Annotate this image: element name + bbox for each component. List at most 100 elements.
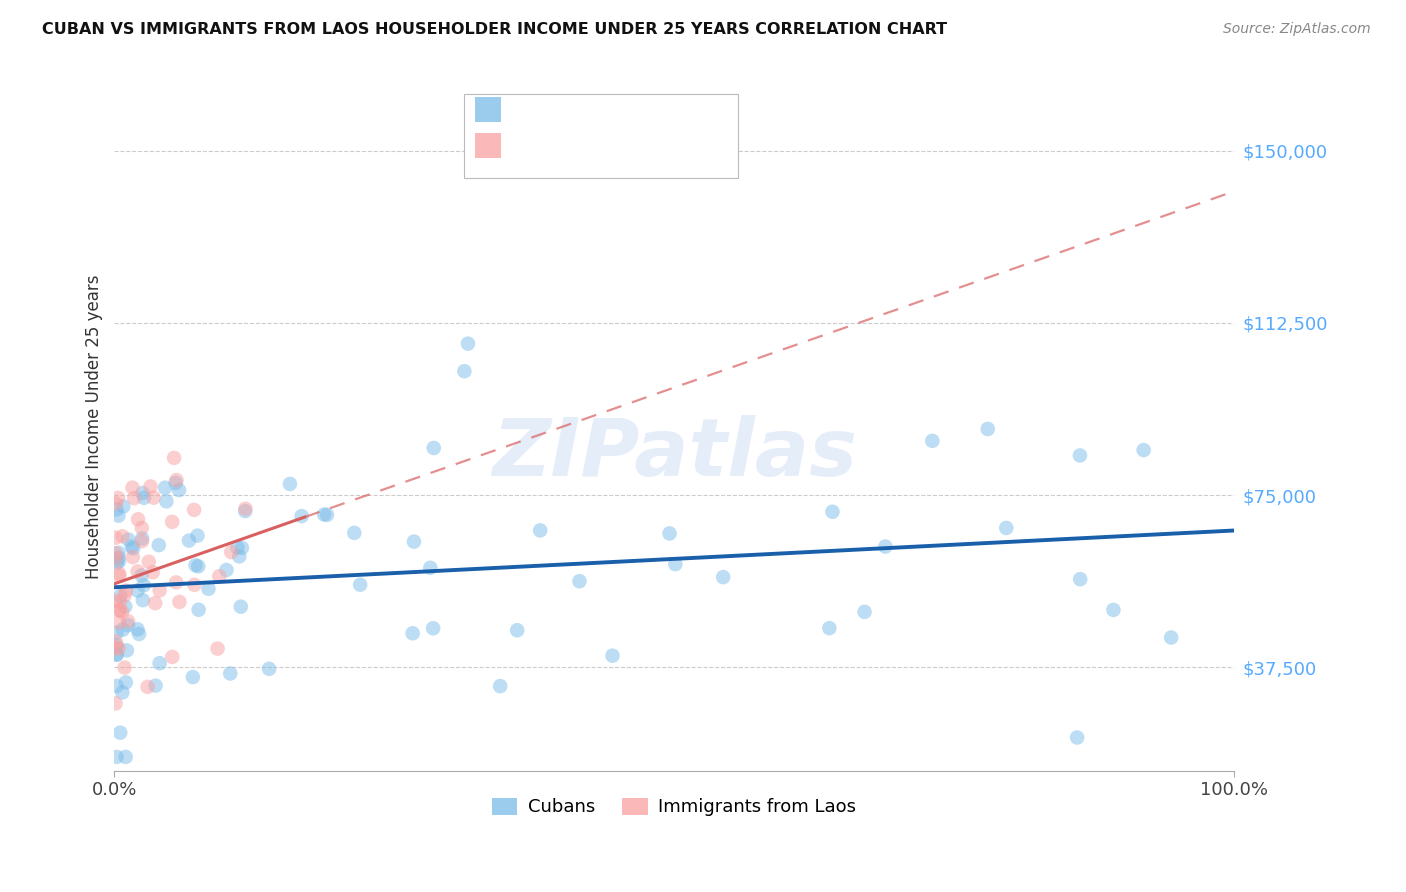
- Point: [149, 657, 172, 671]
- Text: R =: R =: [510, 101, 550, 119]
- Point: [231, 541, 253, 555]
- Text: R =: R =: [510, 136, 555, 154]
- Text: 0.298: 0.298: [553, 101, 610, 119]
- Point: [1102, 603, 1125, 617]
- Point: [110, 589, 132, 603]
- Point: [105, 502, 128, 516]
- Point: [111, 529, 134, 543]
- Point: [108, 602, 131, 616]
- Point: [107, 546, 129, 560]
- Point: [402, 626, 425, 640]
- Point: [122, 491, 145, 505]
- Point: [117, 614, 139, 628]
- Point: [108, 566, 131, 581]
- Point: [148, 538, 170, 552]
- Point: [977, 422, 1000, 436]
- Point: [128, 627, 150, 641]
- Point: [162, 649, 184, 664]
- Point: [104, 640, 127, 655]
- Point: [233, 504, 256, 518]
- Point: [104, 593, 127, 607]
- Point: [110, 725, 132, 739]
- Point: [995, 521, 1018, 535]
- Point: [104, 496, 127, 510]
- Point: [257, 662, 280, 676]
- Point: [187, 559, 209, 574]
- Point: [131, 534, 153, 549]
- Point: [127, 565, 149, 579]
- Point: [108, 554, 131, 568]
- Point: [139, 479, 162, 493]
- Point: [108, 569, 131, 583]
- Point: [235, 501, 257, 516]
- Point: [107, 508, 129, 523]
- Point: [115, 583, 138, 598]
- Point: [422, 621, 444, 635]
- Point: [423, 441, 446, 455]
- Text: N =: N =: [613, 101, 652, 119]
- Point: [105, 648, 128, 662]
- Point: [131, 568, 153, 582]
- Point: [1066, 731, 1088, 745]
- Point: [136, 680, 159, 694]
- Point: [219, 545, 242, 559]
- Text: CUBAN VS IMMIGRANTS FROM LAOS HOUSEHOLDER INCOME UNDER 25 YEARS CORRELATION CHAR: CUBAN VS IMMIGRANTS FROM LAOS HOUSEHOLDE…: [42, 22, 948, 37]
- Point: [181, 670, 204, 684]
- Point: [658, 526, 681, 541]
- Point: [167, 483, 190, 497]
- Point: [105, 750, 128, 764]
- Point: [1132, 443, 1154, 458]
- Point: [506, 624, 529, 638]
- Point: [489, 679, 512, 693]
- Point: [1160, 631, 1182, 645]
- Point: [664, 557, 686, 571]
- Point: [1069, 449, 1091, 463]
- Point: [453, 364, 475, 378]
- Point: [186, 528, 208, 542]
- Point: [117, 618, 139, 632]
- Point: [121, 481, 143, 495]
- Text: 0.111: 0.111: [553, 136, 609, 154]
- Point: [117, 533, 139, 547]
- Point: [183, 503, 205, 517]
- Point: [316, 508, 339, 522]
- Point: [127, 583, 149, 598]
- Point: [104, 551, 127, 566]
- Text: 48: 48: [651, 136, 676, 154]
- Point: [105, 648, 128, 662]
- Point: [121, 550, 143, 565]
- Point: [104, 531, 127, 545]
- Point: [104, 697, 127, 711]
- Point: [107, 550, 129, 565]
- Point: [529, 524, 551, 538]
- Point: [142, 491, 165, 505]
- Point: [215, 563, 238, 577]
- Point: [105, 625, 128, 640]
- Point: [114, 660, 136, 674]
- Point: [111, 623, 134, 637]
- Point: [853, 605, 876, 619]
- Point: [108, 604, 131, 618]
- Point: [114, 599, 136, 614]
- Point: [207, 641, 229, 656]
- Point: [711, 570, 734, 584]
- Point: [349, 578, 371, 592]
- Text: ZIPatlas: ZIPatlas: [492, 415, 856, 493]
- Point: [165, 475, 187, 490]
- Point: [229, 599, 252, 614]
- Point: [153, 481, 176, 495]
- Point: [184, 558, 207, 573]
- Point: [122, 541, 145, 556]
- Point: [145, 679, 167, 693]
- Point: [343, 525, 366, 540]
- Point: [111, 605, 134, 619]
- Point: [112, 500, 135, 514]
- Point: [104, 546, 127, 560]
- Point: [131, 521, 153, 535]
- Point: [183, 578, 205, 592]
- Point: [104, 634, 127, 648]
- Point: [138, 555, 160, 569]
- Point: [108, 615, 131, 630]
- Point: [114, 588, 136, 602]
- Point: [187, 603, 209, 617]
